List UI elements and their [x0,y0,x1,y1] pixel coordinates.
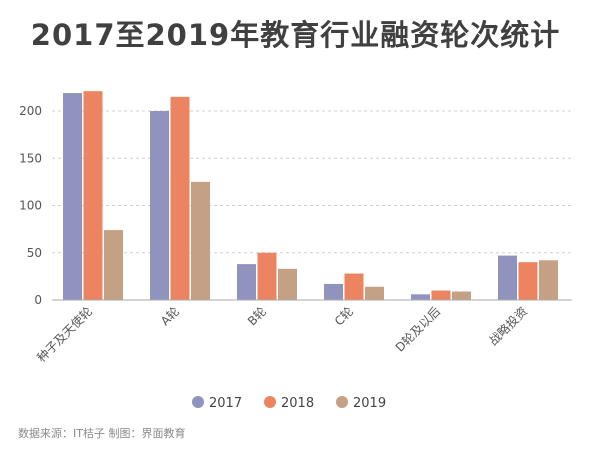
y-tick-label: 200 [19,104,42,118]
bar-2018 [431,290,451,300]
bar-2018 [518,262,538,300]
grid-lines [52,110,572,254]
chart-title: 2017至2019年教育行业融资轮次统计 [30,18,561,52]
bar-2017 [237,264,256,300]
legend: 2017 2018 2019 [192,396,386,411]
bar-2019 [452,291,471,300]
legend-swatch [264,396,276,408]
bar-2018 [257,252,277,300]
bar-2019 [191,181,210,300]
bar-2017 [498,255,517,300]
bar-2017 [411,294,430,300]
legend-label: 2017 [209,396,242,411]
bar-2017 [324,283,343,300]
bar-2019 [278,268,297,300]
bar-2018 [170,96,190,300]
x-tick-label: D轮及以后 [393,304,443,354]
legend-label: 2018 [281,396,314,411]
x-tick-label: B轮 [245,304,269,328]
y-tick-label: 0 [34,293,42,307]
y-tick-label: 150 [19,151,42,165]
bar-2017 [63,93,82,300]
legend-swatch [192,396,204,408]
legend-label: 2019 [353,396,386,411]
x-axis: 种子及天使轮 A轮 B轮 C轮 D轮及以后 战略投资 [34,304,531,366]
bar-2019 [104,230,123,300]
bar-2019 [539,260,558,300]
bars [63,91,558,300]
source-note: 数据来源：IT桔子 制图：界面教育 [18,427,186,440]
y-tick-label: 50 [27,246,42,260]
bar-2019 [365,286,384,300]
legend-swatch [336,396,348,408]
bar-2017 [150,111,169,300]
x-tick-label: A轮 [158,304,182,328]
bar-2018 [83,91,103,300]
x-tick-label: C轮 [332,304,356,328]
x-tick-label: 战略投资 [486,304,531,349]
bar-2018 [344,273,364,300]
x-tick-label: 种子及天使轮 [34,304,96,366]
y-axis: 0 50 100 150 200 [19,104,42,307]
y-tick-label: 100 [19,199,42,213]
